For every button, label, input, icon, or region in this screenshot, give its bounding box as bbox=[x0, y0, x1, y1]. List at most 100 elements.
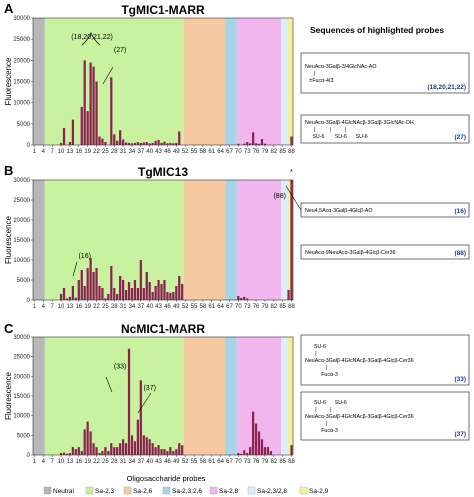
x-tick-label: 55 bbox=[191, 304, 198, 310]
bar bbox=[266, 447, 270, 455]
annotation-label: * bbox=[290, 169, 293, 176]
category-band bbox=[33, 337, 45, 455]
x-tick-label: 40 bbox=[146, 304, 153, 310]
x-tick-label: 1 bbox=[33, 304, 37, 310]
y-tick-label: 0 bbox=[27, 453, 31, 459]
x-tick-label: 88 bbox=[288, 459, 295, 465]
bar bbox=[154, 140, 157, 145]
sequence-line: SU-6 SU-6 bbox=[305, 400, 347, 406]
bar bbox=[163, 141, 166, 145]
sequence-box bbox=[300, 391, 470, 441]
bar bbox=[71, 286, 75, 300]
chart-panel-b: 0 5000 10000 15000 20000 25000 30000 1 4 7 10 13 16 1… bbox=[4, 163, 470, 310]
chart-panel-c: 0 5000 10000 15000 20000 25000 30000 1 4 7 10 13 16 1… bbox=[4, 321, 470, 465]
panel-title: TgMIC13 bbox=[138, 165, 188, 179]
x-tick-label: 10 bbox=[58, 149, 65, 155]
bar bbox=[139, 142, 142, 145]
bar bbox=[113, 447, 116, 455]
bar bbox=[92, 66, 95, 145]
bar bbox=[89, 431, 92, 455]
bar bbox=[68, 142, 72, 145]
bar bbox=[71, 447, 75, 455]
probe-id-label: (16) bbox=[454, 208, 466, 215]
bar bbox=[71, 119, 75, 145]
bar bbox=[243, 296, 246, 300]
category-band bbox=[281, 18, 288, 145]
legend-swatch bbox=[209, 486, 218, 495]
bar bbox=[249, 143, 252, 145]
bar bbox=[95, 447, 98, 455]
bar bbox=[178, 131, 181, 145]
panel-letter: A bbox=[4, 1, 14, 16]
category-band bbox=[44, 18, 184, 145]
bar bbox=[133, 280, 137, 300]
x-tick-label: 61 bbox=[208, 304, 215, 310]
bar bbox=[104, 298, 107, 300]
bar bbox=[62, 452, 66, 455]
x-tick-label: 58 bbox=[200, 304, 207, 310]
sequence-line: NeuAcα-3Galβ-4GlcNAcβ-3Galβ-4Glcβ-Cer36 bbox=[305, 414, 414, 420]
sequence-box bbox=[300, 244, 470, 260]
bar bbox=[107, 294, 110, 300]
x-tick-label: 61 bbox=[208, 459, 215, 465]
bar bbox=[77, 280, 80, 300]
x-tick-label: 13 bbox=[67, 304, 74, 310]
x-tick-label: 79 bbox=[262, 304, 269, 310]
bar bbox=[121, 439, 125, 455]
bar bbox=[246, 142, 249, 145]
y-tick-label: 25000 bbox=[13, 198, 30, 204]
connector-lines bbox=[72, 31, 302, 414]
x-tick-label: 7 bbox=[51, 304, 55, 310]
sequence-box bbox=[300, 52, 470, 94]
x-tick-label: 37 bbox=[137, 304, 144, 310]
x-tick-label: 64 bbox=[217, 149, 224, 155]
x-tick-label: 1 bbox=[33, 149, 37, 155]
bar bbox=[249, 447, 252, 455]
bar bbox=[59, 453, 63, 455]
bar bbox=[119, 130, 122, 145]
bar bbox=[74, 449, 77, 455]
category-band bbox=[33, 18, 45, 145]
x-tick-label: 4 bbox=[42, 304, 46, 310]
x-tick-label: 4 bbox=[42, 459, 46, 465]
category-band bbox=[281, 180, 288, 300]
bar bbox=[119, 276, 122, 300]
category-band bbox=[183, 337, 226, 455]
probe-id-label: (33) bbox=[454, 376, 466, 383]
bar bbox=[133, 142, 137, 145]
x-tick-label: 37 bbox=[137, 149, 144, 155]
bar bbox=[175, 142, 178, 145]
bar bbox=[251, 411, 255, 455]
y-axis-label: Fluorescence bbox=[4, 215, 13, 264]
bar bbox=[124, 290, 128, 300]
x-tick-label: 25 bbox=[102, 459, 109, 465]
bar bbox=[240, 298, 243, 300]
probe-id-label: (18,20,21,22) bbox=[427, 84, 466, 91]
legend-swatch bbox=[247, 486, 256, 495]
bar bbox=[181, 445, 184, 455]
bar bbox=[124, 443, 128, 455]
y-tick-label: 30000 bbox=[13, 178, 30, 184]
x-tick-label: 73 bbox=[244, 304, 251, 310]
y-tick-label: 15000 bbox=[13, 238, 30, 244]
category-band bbox=[183, 180, 226, 300]
y-tick-label: 20000 bbox=[13, 218, 30, 224]
legend: Neutral Sa-2,3 Sa-2,6 Sa-2,3;2,6 Sa-2,8 Sa-2,… bbox=[43, 486, 329, 495]
x-tick-label: 43 bbox=[155, 459, 162, 465]
bar bbox=[80, 451, 83, 455]
y-tick-label: 5000 bbox=[17, 122, 31, 128]
bar bbox=[157, 139, 160, 145]
x-tick-label: 31 bbox=[120, 304, 127, 310]
bar bbox=[65, 298, 69, 300]
x-tick-label: 4 bbox=[42, 149, 46, 155]
category-band bbox=[225, 337, 237, 455]
bar bbox=[260, 139, 264, 145]
annotation-label: (37) bbox=[143, 385, 155, 392]
x-tick-label: 43 bbox=[155, 149, 162, 155]
bar bbox=[98, 136, 101, 145]
y-tick-label: 20000 bbox=[13, 58, 30, 64]
y-axis-label: Fluorescence bbox=[4, 371, 13, 420]
bar bbox=[107, 451, 110, 455]
bar bbox=[243, 143, 246, 145]
